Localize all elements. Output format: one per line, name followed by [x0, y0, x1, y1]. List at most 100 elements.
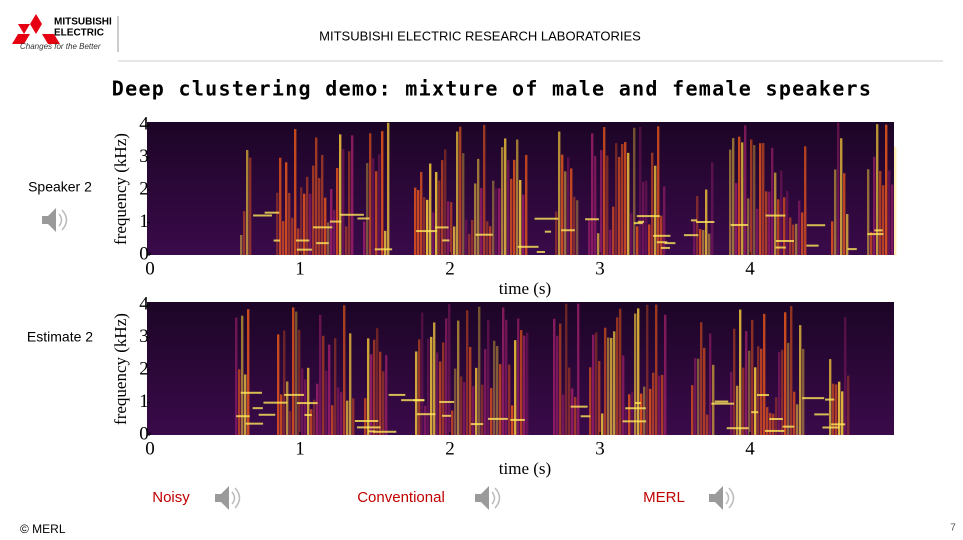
logo-tagline: Changes for the Better [20, 42, 101, 51]
harmonic [368, 430, 376, 433]
harmonic [441, 414, 452, 417]
spectrogram-streak [603, 127, 606, 255]
harmonic [634, 402, 641, 405]
spectrogram-streak [309, 193, 312, 255]
harmonic [517, 245, 539, 248]
spectrogram-streak [844, 317, 847, 435]
page-number: 7 [950, 523, 956, 534]
spectrogram-streak [708, 233, 711, 255]
harmonic [824, 398, 835, 401]
spectrogram-streak [327, 222, 330, 255]
spectrogram-streak [609, 229, 612, 255]
spectrogram-streak [471, 219, 474, 255]
x-axis-label: time (s) [499, 279, 551, 298]
spectrogram-streak [594, 155, 597, 255]
spectrogram-streak [555, 211, 558, 255]
spectrogram-streak [243, 211, 246, 255]
y-tick-label: 4 [139, 113, 149, 134]
harmonic [653, 234, 671, 237]
spectrogram-streak [292, 307, 295, 435]
spectrogram-streak [445, 318, 448, 435]
spectrogram-streak [477, 158, 480, 255]
spectrogram-streak [624, 142, 627, 255]
spectrogram-streak [472, 386, 475, 435]
harmonic [264, 211, 280, 214]
spectrogram-streak [565, 303, 568, 435]
spectrogram-streak [649, 388, 652, 435]
spectrogram-streak [778, 352, 781, 435]
y-tick-label: 2 [139, 358, 149, 379]
spectrogram-streak [847, 375, 850, 435]
spectrogram-streak [312, 165, 315, 255]
spectrogram-streak [505, 319, 508, 435]
speaker-icon[interactable] [708, 485, 735, 511]
spectrogram-streak [319, 314, 322, 435]
harmonic [570, 405, 588, 408]
spectrogram-streak [520, 330, 523, 435]
harmonic [683, 234, 699, 237]
spectrogram-streak [619, 308, 622, 435]
spectrogram-streak [300, 187, 303, 255]
harmonic [769, 418, 783, 421]
spectrogram-streak [661, 374, 664, 435]
speaker-icon[interactable] [41, 207, 68, 233]
spectrogram-streak [558, 131, 561, 255]
spectrogram-streak [426, 199, 429, 255]
x-tick-label: 3 [595, 438, 605, 459]
spectrogram-streak [376, 328, 379, 435]
y-tick-label: 3 [139, 146, 149, 167]
harmonic [847, 248, 857, 251]
spectrogram-streak [315, 137, 318, 255]
spectrogram-streak [606, 155, 609, 255]
spectrogram-streak [792, 224, 795, 255]
x-tick-label: 2 [445, 258, 455, 279]
spectrogram-streak [328, 344, 331, 435]
spectrogram-streak [765, 191, 768, 255]
spectrogram-streak [693, 221, 696, 255]
spectrogram-streak [736, 385, 739, 435]
harmonic [416, 230, 438, 233]
spectrogram-streak [294, 129, 297, 255]
spectrogram-streak [657, 126, 660, 255]
spectrogram-streak [432, 212, 435, 255]
spectrogram-streak [295, 311, 298, 435]
logo-text: MITSUBISHI [54, 17, 112, 28]
spectrogram-streak [351, 135, 354, 255]
spectrogram-streak [834, 169, 837, 255]
spectrogram-streak [564, 171, 567, 255]
harmonic [416, 413, 436, 416]
speaker-icon[interactable] [214, 485, 241, 511]
spectrogram-streak [802, 348, 805, 435]
spectrogram-streak [789, 217, 792, 255]
spectrogram-streak [379, 351, 382, 435]
spectrogram-streak [462, 153, 465, 255]
spectrogram-streak [733, 328, 736, 435]
spectrogram-streak [888, 170, 891, 255]
harmonic [439, 400, 455, 403]
spectrogram-streak [303, 193, 306, 255]
spectrogram-streak [340, 392, 343, 435]
speaker-icon[interactable] [474, 485, 501, 511]
spectrogram-streak [282, 221, 285, 255]
spectrogram-streak [637, 308, 640, 435]
spectrogram-streak [322, 335, 325, 435]
spectrogram-streak [553, 318, 556, 435]
harmonic [726, 427, 749, 430]
spectrogram-streak [427, 338, 430, 435]
harmonic [316, 242, 329, 245]
spectrogram-streak [456, 131, 459, 255]
spectrogram-streak [873, 156, 876, 255]
spectrogram-streak [280, 394, 283, 435]
harmonic [636, 215, 660, 218]
spectrogram-streak [741, 142, 744, 255]
spectrogram-streak [613, 331, 616, 435]
spectrogram-streak [634, 313, 637, 435]
spectrogram-streak [244, 374, 247, 435]
harmonic [822, 426, 840, 429]
spectrogram-streak [738, 136, 741, 255]
spectrogram-streak [504, 138, 507, 255]
spectrogram-streak [285, 162, 288, 255]
spectrogram-streak [768, 191, 771, 255]
audio-label: MERL [643, 489, 685, 506]
spectrogram-streak [756, 208, 759, 255]
